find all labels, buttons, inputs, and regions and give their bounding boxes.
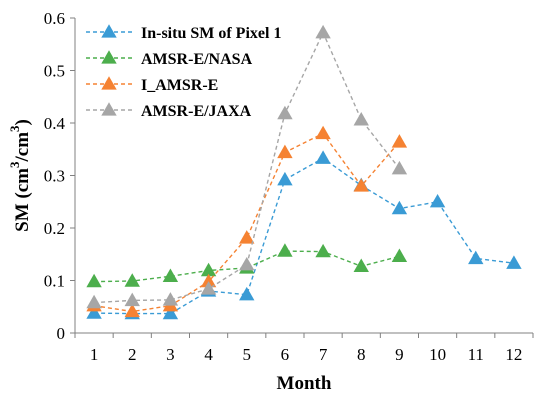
data-point	[315, 24, 331, 39]
legend-label: In-situ SM of Pixel 1	[141, 25, 281, 42]
x-tick-label: 2	[128, 345, 137, 364]
legend: In-situ SM of Pixel 1 AMSR-E/NASA I_AMSR-E…	[86, 24, 281, 120]
y-tick-label: 0.6	[44, 9, 65, 28]
legend-marker	[101, 102, 117, 116]
data-point	[277, 105, 293, 120]
y-tick-label: 0.1	[44, 272, 65, 291]
y-tick-label: 0	[57, 324, 66, 343]
data-point	[468, 250, 484, 265]
data-point	[200, 281, 217, 295]
y-tick-label: 0.2	[44, 219, 65, 238]
data-point	[353, 258, 369, 272]
legend-marker	[101, 50, 117, 64]
data-point	[391, 200, 408, 215]
x-tick-label: 11	[468, 345, 484, 364]
series-layer	[86, 24, 522, 320]
legend-marker	[101, 76, 117, 90]
x-tick-label: 7	[319, 345, 328, 364]
data-point	[239, 256, 255, 271]
x-tick-label: 1	[90, 345, 99, 364]
y-tick-label: 0.4	[44, 114, 66, 133]
data-point	[277, 144, 293, 159]
legend-label: I_AMSR-E	[141, 77, 218, 94]
x-tick-label: 3	[166, 345, 175, 364]
data-point	[353, 112, 369, 126]
legend-marker	[101, 24, 117, 38]
y-tick-label: 0.5	[44, 62, 65, 81]
legend-label: AMSR-E/JAXA	[141, 103, 252, 120]
x-axis-title: Month	[277, 373, 332, 394]
series-line	[93, 132, 400, 313]
data-point	[353, 178, 369, 192]
y-tick-label: 0.3	[44, 167, 65, 186]
data-point	[391, 248, 408, 263]
x-axis: 1 2 3 4 5 6 7 8 9 10 11 12	[74, 332, 534, 364]
data-point	[162, 268, 179, 282]
data-point	[162, 292, 179, 306]
y-axis: 0 0.1 0.2 0.3 0.4 0.5 0.6	[44, 9, 76, 343]
data-point	[124, 303, 140, 318]
data-point	[315, 243, 331, 258]
x-tick-label: 5	[243, 345, 252, 364]
data-point	[86, 294, 102, 309]
data-point	[315, 150, 331, 164]
data-point	[391, 160, 408, 175]
data-point	[277, 171, 293, 186]
legend-label: AMSR-E/NASA	[141, 51, 253, 68]
data-point	[239, 230, 255, 244]
data-point	[200, 273, 217, 288]
series-3	[86, 125, 408, 318]
data-point	[391, 134, 408, 148]
series-line	[94, 250, 400, 283]
x-tick-label: 9	[395, 345, 404, 364]
data-point	[429, 193, 446, 208]
legend-item: I_AMSR-E	[86, 76, 218, 94]
data-point	[506, 255, 522, 269]
data-point	[239, 286, 255, 301]
data-point	[124, 292, 140, 307]
y-axis-title: SM (cm3/cm3)	[7, 119, 33, 232]
legend-item: AMSR-E/NASA	[86, 50, 253, 68]
data-point	[200, 262, 217, 277]
data-point	[124, 273, 140, 287]
legend-item: In-situ SM of Pixel 1	[86, 24, 281, 42]
x-tick-label: 12	[505, 345, 522, 364]
series-2	[86, 243, 408, 288]
x-tick-label: 6	[281, 345, 290, 364]
data-point	[315, 125, 331, 140]
series-line	[94, 157, 514, 315]
x-tick-label: 8	[357, 345, 366, 364]
data-point	[162, 305, 179, 320]
x-tick-label: 4	[204, 345, 213, 364]
series-4	[86, 24, 408, 309]
legend-item: AMSR-E/JAXA	[86, 102, 252, 120]
data-point	[86, 305, 102, 319]
data-point	[86, 273, 102, 288]
series-1	[86, 150, 522, 320]
x-tick-label: 10	[429, 345, 446, 364]
data-point	[277, 243, 293, 257]
